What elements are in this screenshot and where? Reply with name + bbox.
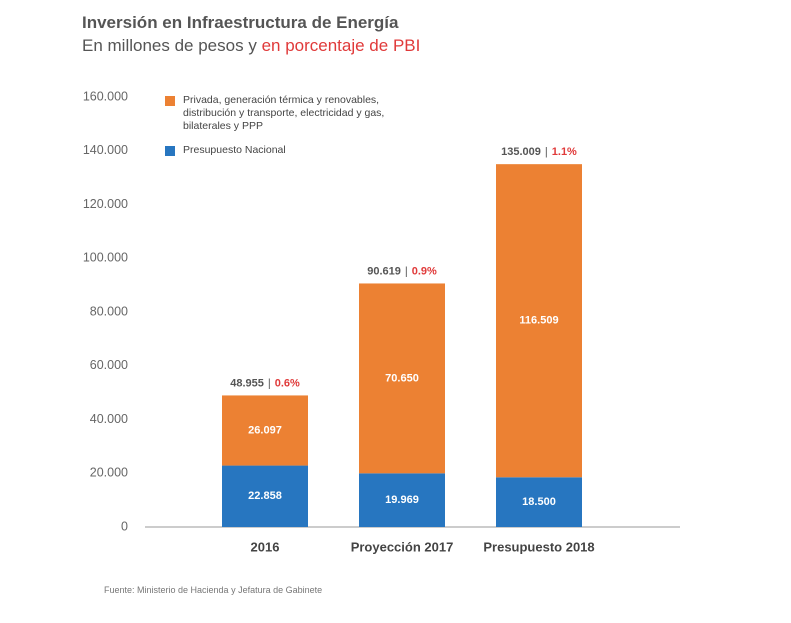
value-label: 116.509: [519, 315, 558, 327]
y-tick-label: 100.000: [83, 251, 128, 265]
gdp-share: 0.9%: [412, 265, 437, 277]
value-label: 18.500: [522, 496, 556, 508]
y-tick-label: 120.000: [83, 197, 128, 211]
bar-segment: [359, 473, 445, 527]
legend-item: Privada, generación térmica y renovables…: [165, 94, 415, 133]
y-tick-label: 20.000: [90, 466, 128, 480]
bar-segment: [222, 395, 308, 466]
total-value: 135.009: [501, 146, 541, 158]
bar-segment: [496, 164, 582, 478]
total-label: 135.009 | 1.1%: [501, 146, 577, 158]
y-tick-label: 80.000: [90, 304, 128, 318]
legend-swatch: [165, 96, 175, 106]
y-tick-label: 40.000: [90, 412, 128, 426]
separator: |: [545, 146, 548, 158]
total-value: 90.619: [367, 265, 401, 277]
y-tick-label: 140.000: [83, 143, 128, 157]
legend-item: Presupuesto Nacional: [165, 144, 415, 157]
subtitle: En millones de pesos y: [82, 36, 257, 55]
x-tick-label: Proyección 2017: [351, 539, 454, 554]
bar-segment: [359, 283, 445, 474]
separator: |: [268, 377, 271, 389]
y-tick-label: 0: [121, 519, 128, 533]
y-tick-label: 60.000: [90, 358, 128, 372]
gdp-share: 1.1%: [552, 146, 577, 158]
total-label: 90.619 | 0.9%: [367, 265, 437, 277]
value-label: 70.650: [385, 372, 419, 384]
legend-swatch: [165, 146, 175, 156]
y-tick-label: 160.000: [83, 89, 128, 103]
total-label: 48.955 | 0.6%: [230, 377, 300, 389]
chart-subtitle: En millones de pesos y en porcentaje de …: [82, 36, 420, 56]
gdp-share: 0.6%: [275, 377, 300, 389]
chart-title: Inversión en Infraestructura de Energía: [82, 13, 399, 32]
x-tick-label: Presupuesto 2018: [483, 539, 594, 554]
bar-segment: [222, 465, 308, 527]
x-tick-label: 2016: [251, 539, 280, 554]
legend-label: Privada, generación térmica y renovables…: [183, 94, 385, 132]
separator: |: [405, 265, 408, 277]
legend-label: Presupuesto Nacional: [183, 144, 286, 156]
value-label: 19.969: [385, 494, 419, 506]
source: Fuente: Ministerio de Hacienda y Jefatur…: [104, 585, 323, 595]
value-label: 26.097: [248, 424, 282, 436]
total-value: 48.955: [230, 377, 264, 389]
value-label: 22.858: [248, 490, 282, 502]
bar-segment: [496, 477, 582, 527]
subtitle-highlight: en porcentaje de PBI: [261, 36, 421, 55]
